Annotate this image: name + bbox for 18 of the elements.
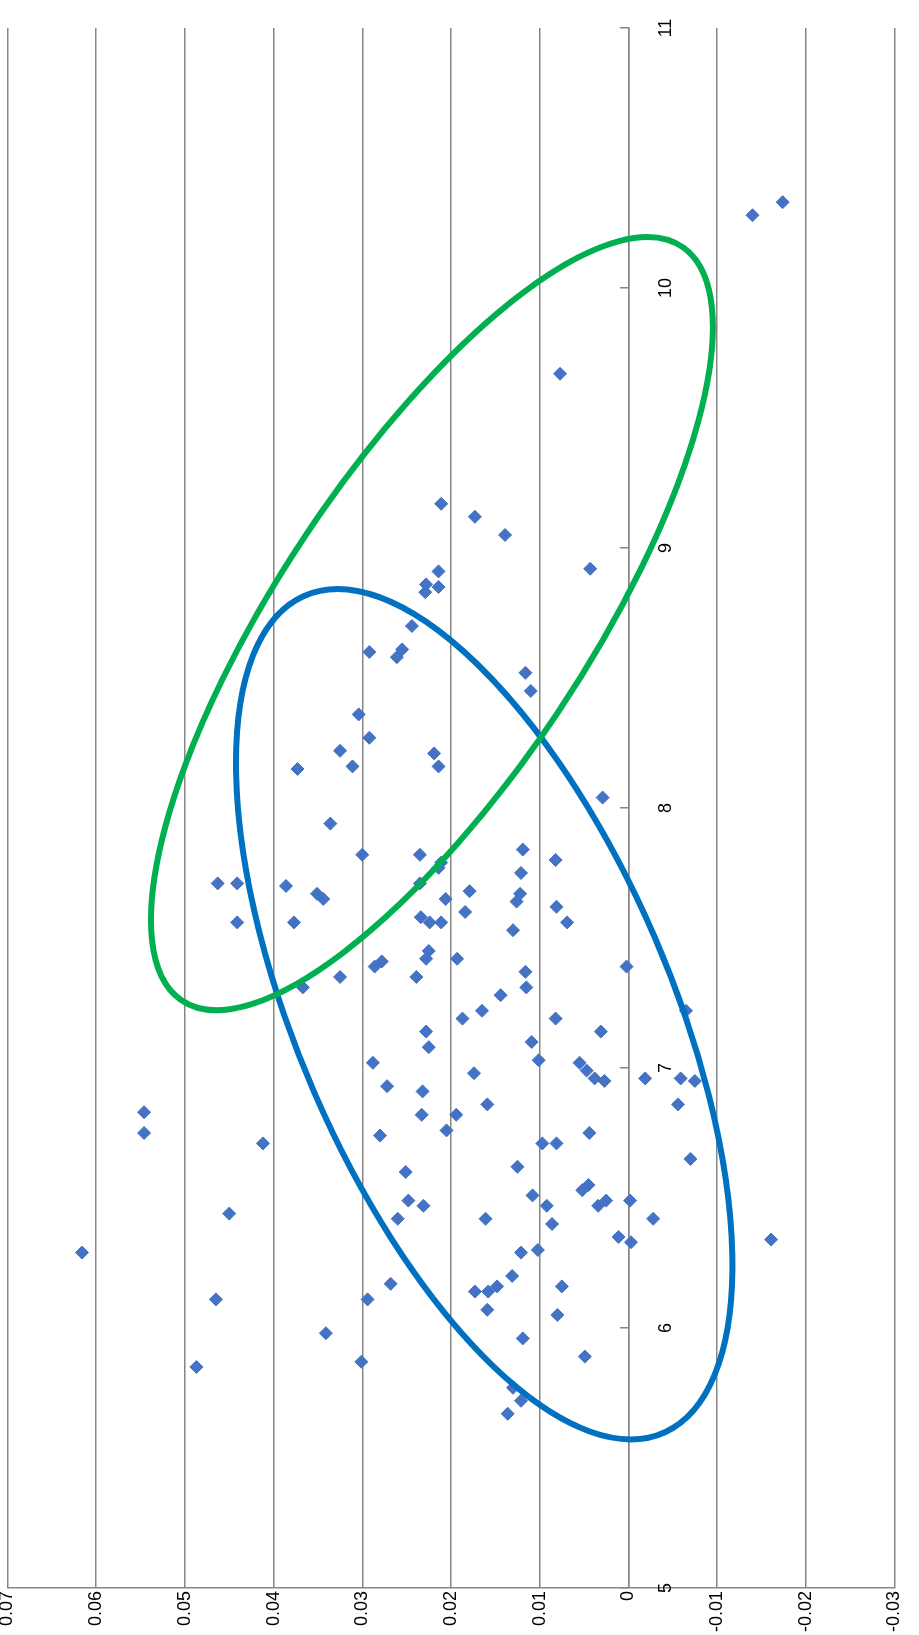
y-tick-label: 10: [655, 277, 676, 299]
x-tick-label: -0.03: [883, 1590, 904, 1632]
x-tick-label: -0.01: [705, 1590, 726, 1632]
y-tick-label: 5: [655, 1582, 676, 1593]
x-tick-label: 0.02: [439, 1590, 460, 1627]
y-tick-label: 8: [655, 802, 676, 813]
x-tick-label: -0.02: [794, 1590, 815, 1632]
x-tick-label: 0.06: [85, 1590, 106, 1627]
x-tick-label: 0.07: [0, 1590, 17, 1627]
y-tick-label: 11: [655, 18, 676, 38]
y-tick-label: 9: [655, 542, 676, 553]
x-tick-label: 0.05: [173, 1590, 194, 1627]
x-tick-label: 0.01: [528, 1590, 549, 1627]
y-tick-label: 7: [655, 1062, 676, 1073]
x-tick-label: 0: [617, 1590, 638, 1601]
x-tick-label: 0.03: [351, 1590, 372, 1627]
x-tick-label: 0.04: [262, 1590, 283, 1627]
y-tick-label: 6: [655, 1322, 676, 1333]
